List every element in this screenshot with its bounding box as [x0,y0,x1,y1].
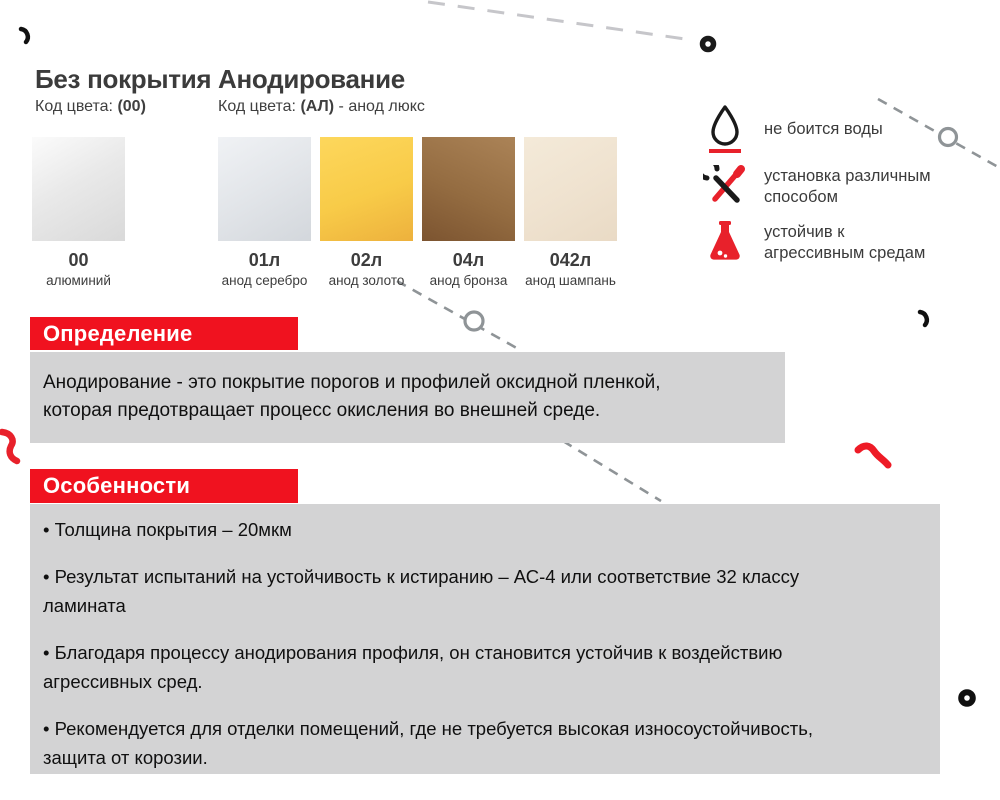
dashed-line [396,279,523,353]
uncoated-color-code: Код цвета: (00) [35,98,146,115]
definition-panel: Анодирование - это покрытие порогов и пр… [30,352,785,443]
swatch-chip-aluminium [32,137,125,241]
feature-bullet: • Результат испытаний на устойчивость к … [43,566,800,616]
swatch-name: анод золото [328,273,405,288]
feature-bullet: • Толщина покрытия – 20мкм [43,519,292,540]
benefit-label: установка различным способом [764,167,931,206]
swatch-name: анод бронза [429,273,508,288]
donut-dot [699,35,717,53]
swatch-chip-gold [320,137,413,241]
swatch-chip-silver [218,137,311,241]
color-swatch-00: 00 алюминий [32,137,125,288]
definition-banner-title: Определение [43,320,193,346]
swatch-name: анод шампань [525,273,616,288]
benefit-label: не боится воды [764,119,883,138]
benefits-list: не боится воды установка различным спосо… [702,104,994,266]
features-banner-title: Особенности [43,473,191,498]
definition-banner: Определение [30,317,298,350]
ring-marker [463,310,485,332]
swatch-code: 042л [549,250,592,270]
uncoated-title: Без покрытия [35,64,212,94]
color-swatch-042l: 042л анод шампань [524,137,617,288]
features-panel: • Толщина покрытия – 20мкм • Результат и… [30,504,940,774]
comma-mark [18,26,31,45]
benefit-label: устойчив к агрессивным средам [764,223,926,262]
color-swatch-01l: 01л анод серебро [218,137,311,288]
swatch-chip-bronze [422,137,515,241]
swatch-chip-champagne [524,137,617,241]
anodizing-color-code: Код цвета: (АЛ) - анод люкс [218,98,425,115]
red-squiggle [854,442,892,469]
color-swatch-02l: 02л анод золото [320,137,413,288]
feature-bullet: • Рекомендуется для отделки помещений, г… [43,718,813,768]
uncoated-section-header: Без покрытия Код цвета: (00) [35,64,212,116]
donut-dot [958,689,976,707]
red-squiggle [0,428,21,465]
anodizing-section-header: Анодирование Код цвета: (АЛ) - анод люкс [218,64,425,116]
comma-mark [917,309,930,328]
color-swatch-04l: 04л анод бронза [422,137,515,288]
swatch-code: 04л [452,250,485,270]
benefit-water: не боится воды [702,104,994,154]
dashed-line [562,439,662,503]
benefit-chemical: устойчив к агрессивным средам [702,220,994,266]
anodizing-title: Анодирование [218,64,405,94]
swatch-code: 01л [248,250,281,270]
dashed-line [427,0,693,42]
swatch-code: 02л [350,250,383,270]
water-drop-icon [702,104,748,154]
features-banner: Особенности [30,469,298,503]
anodizing-swatch-row: 01л анод серебро 02л анод золото 04л ано… [218,137,617,288]
swatch-name: алюминий [46,273,111,288]
benefit-installation: установка различным способом [702,165,994,209]
tools-icon [702,165,748,209]
swatch-code: 00 [68,250,89,270]
flask-icon [702,220,748,266]
feature-bullet: • Благодаря процессу анодирования профил… [43,642,783,692]
swatch-name: анод серебро [221,273,308,288]
